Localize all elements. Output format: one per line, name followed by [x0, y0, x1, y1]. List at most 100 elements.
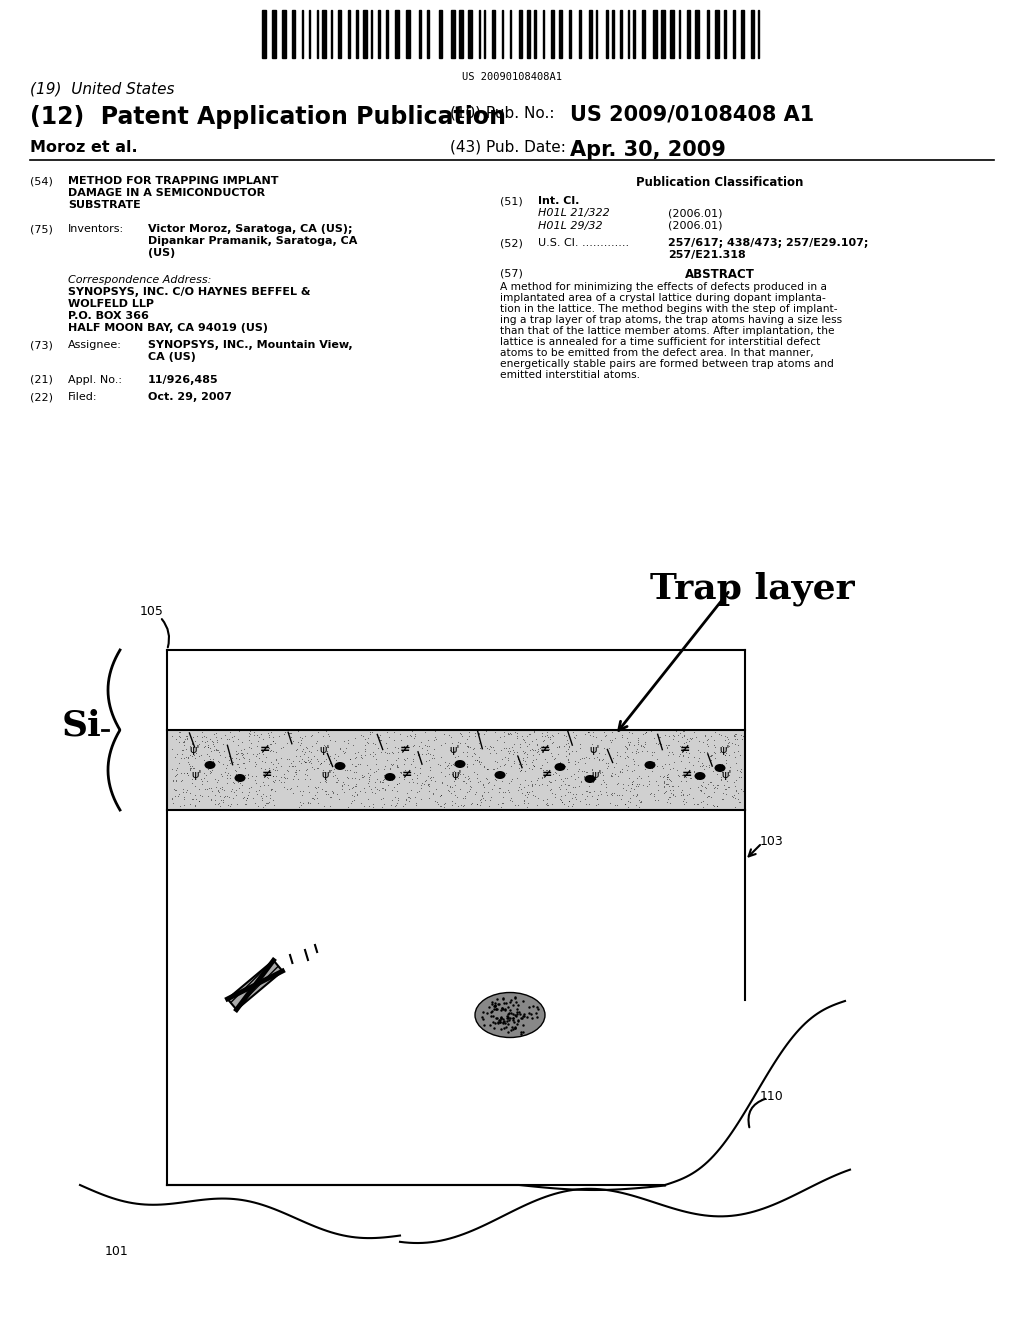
Bar: [527, 11, 530, 58]
Text: ≠: ≠: [260, 743, 270, 756]
Text: energetically stable pairs are formed between trap atoms and: energetically stable pairs are formed be…: [500, 359, 834, 370]
Text: Dipankar Pramanik, Saratoga, CA: Dipankar Pramanik, Saratoga, CA: [148, 236, 357, 246]
Ellipse shape: [234, 774, 246, 781]
Text: 110: 110: [760, 1090, 783, 1104]
Bar: [492, 11, 495, 58]
Text: ψ': ψ': [322, 770, 332, 780]
Text: ≠: ≠: [401, 768, 413, 781]
Text: Correspondence Address:: Correspondence Address:: [68, 275, 211, 285]
Text: 11/926,485: 11/926,485: [148, 375, 219, 385]
Bar: [338, 11, 341, 58]
Text: 103: 103: [760, 836, 783, 847]
Text: ≠: ≠: [680, 743, 690, 756]
Text: Appl. No.:: Appl. No.:: [68, 375, 122, 385]
Text: Assignee:: Assignee:: [68, 341, 122, 350]
Ellipse shape: [715, 764, 725, 772]
Bar: [262, 11, 266, 58]
Text: (51): (51): [500, 195, 522, 206]
Ellipse shape: [335, 762, 345, 770]
Text: ψ': ψ': [450, 744, 460, 755]
Text: CA (US): CA (US): [148, 352, 196, 362]
Bar: [282, 11, 286, 58]
Bar: [167, 730, 745, 810]
Text: Publication Classification: Publication Classification: [636, 176, 804, 189]
Polygon shape: [227, 961, 283, 1010]
Text: U.S. Cl. .............: U.S. Cl. .............: [538, 238, 629, 248]
Text: ψ': ψ': [319, 744, 331, 755]
Bar: [468, 11, 472, 58]
Bar: [606, 11, 608, 58]
Text: Apr. 30, 2009: Apr. 30, 2009: [570, 140, 726, 160]
Text: 101: 101: [105, 1245, 129, 1258]
Text: ψ': ψ': [590, 744, 600, 755]
Bar: [741, 11, 744, 58]
Text: P.O. BOX 366: P.O. BOX 366: [68, 312, 148, 321]
Bar: [733, 11, 735, 58]
Text: Moroz et al.: Moroz et al.: [30, 140, 137, 154]
Bar: [419, 11, 421, 58]
Text: (22): (22): [30, 392, 53, 403]
Text: (US): (US): [148, 248, 175, 257]
Bar: [642, 11, 645, 58]
Text: than that of the lattice member atoms. After implantation, the: than that of the lattice member atoms. A…: [500, 326, 835, 337]
Bar: [362, 11, 367, 58]
Text: ψ': ψ': [592, 770, 602, 780]
Text: (10) Pub. No.:: (10) Pub. No.:: [450, 106, 555, 120]
Text: Inventors:: Inventors:: [68, 224, 124, 234]
Text: (75): (75): [30, 224, 53, 234]
Text: Oct. 29, 2007: Oct. 29, 2007: [148, 392, 231, 403]
Bar: [751, 11, 754, 58]
Bar: [569, 11, 571, 58]
Ellipse shape: [694, 772, 706, 780]
Ellipse shape: [644, 762, 655, 770]
Text: METHOD FOR TRAPPING IMPLANT: METHOD FOR TRAPPING IMPLANT: [68, 176, 279, 186]
Text: ≠: ≠: [682, 768, 692, 781]
Text: H01L 21/322: H01L 21/322: [538, 209, 609, 218]
Text: US 20090108408A1: US 20090108408A1: [462, 73, 562, 82]
Bar: [30, 389, 1010, 1290]
Text: (12)  Patent Application Publication: (12) Patent Application Publication: [30, 106, 506, 129]
Text: ≠: ≠: [262, 768, 272, 781]
Bar: [167, 649, 745, 730]
Text: US 2009/0108408 A1: US 2009/0108408 A1: [570, 106, 814, 125]
Bar: [670, 11, 674, 58]
Text: 257/E21.318: 257/E21.318: [668, 249, 745, 260]
Bar: [633, 11, 635, 58]
Bar: [348, 11, 350, 58]
Bar: [406, 11, 410, 58]
Text: H01L 29/32: H01L 29/32: [538, 220, 603, 231]
Bar: [439, 11, 442, 58]
Bar: [322, 11, 326, 58]
Text: (2006.01): (2006.01): [668, 209, 723, 218]
Bar: [386, 11, 388, 58]
Bar: [395, 11, 399, 58]
Text: (19)  United States: (19) United States: [30, 82, 174, 96]
Bar: [724, 11, 726, 58]
Bar: [589, 11, 592, 58]
Bar: [662, 11, 665, 58]
Bar: [707, 11, 709, 58]
Text: ψ': ψ': [191, 770, 203, 780]
Text: emitted interstitial atoms.: emitted interstitial atoms.: [500, 370, 640, 380]
Text: ≠: ≠: [542, 768, 552, 781]
Bar: [653, 11, 657, 58]
Text: Trap layer: Trap layer: [650, 572, 855, 606]
Text: (73): (73): [30, 341, 53, 350]
Text: SYNOPSYS, INC. C/O HAYNES BEFFEL &: SYNOPSYS, INC. C/O HAYNES BEFFEL &: [68, 286, 310, 297]
Bar: [687, 11, 690, 58]
Bar: [356, 11, 358, 58]
Text: (43) Pub. Date:: (43) Pub. Date:: [450, 140, 566, 154]
Bar: [459, 11, 463, 58]
Text: SYNOPSYS, INC., Mountain View,: SYNOPSYS, INC., Mountain View,: [148, 341, 352, 350]
Bar: [612, 11, 614, 58]
Ellipse shape: [555, 763, 565, 771]
Ellipse shape: [455, 760, 466, 768]
Ellipse shape: [205, 762, 215, 770]
Text: ψ': ψ': [720, 744, 730, 755]
Text: HALF MOON BAY, CA 94019 (US): HALF MOON BAY, CA 94019 (US): [68, 323, 268, 333]
Text: (54): (54): [30, 176, 53, 186]
Text: tion in the lattice. The method begins with the step of implant-: tion in the lattice. The method begins w…: [500, 304, 838, 314]
Text: atoms to be emitted from the defect area. In that manner,: atoms to be emitted from the defect area…: [500, 348, 814, 358]
Text: (57): (57): [500, 268, 523, 279]
Text: ABSTRACT: ABSTRACT: [685, 268, 755, 281]
